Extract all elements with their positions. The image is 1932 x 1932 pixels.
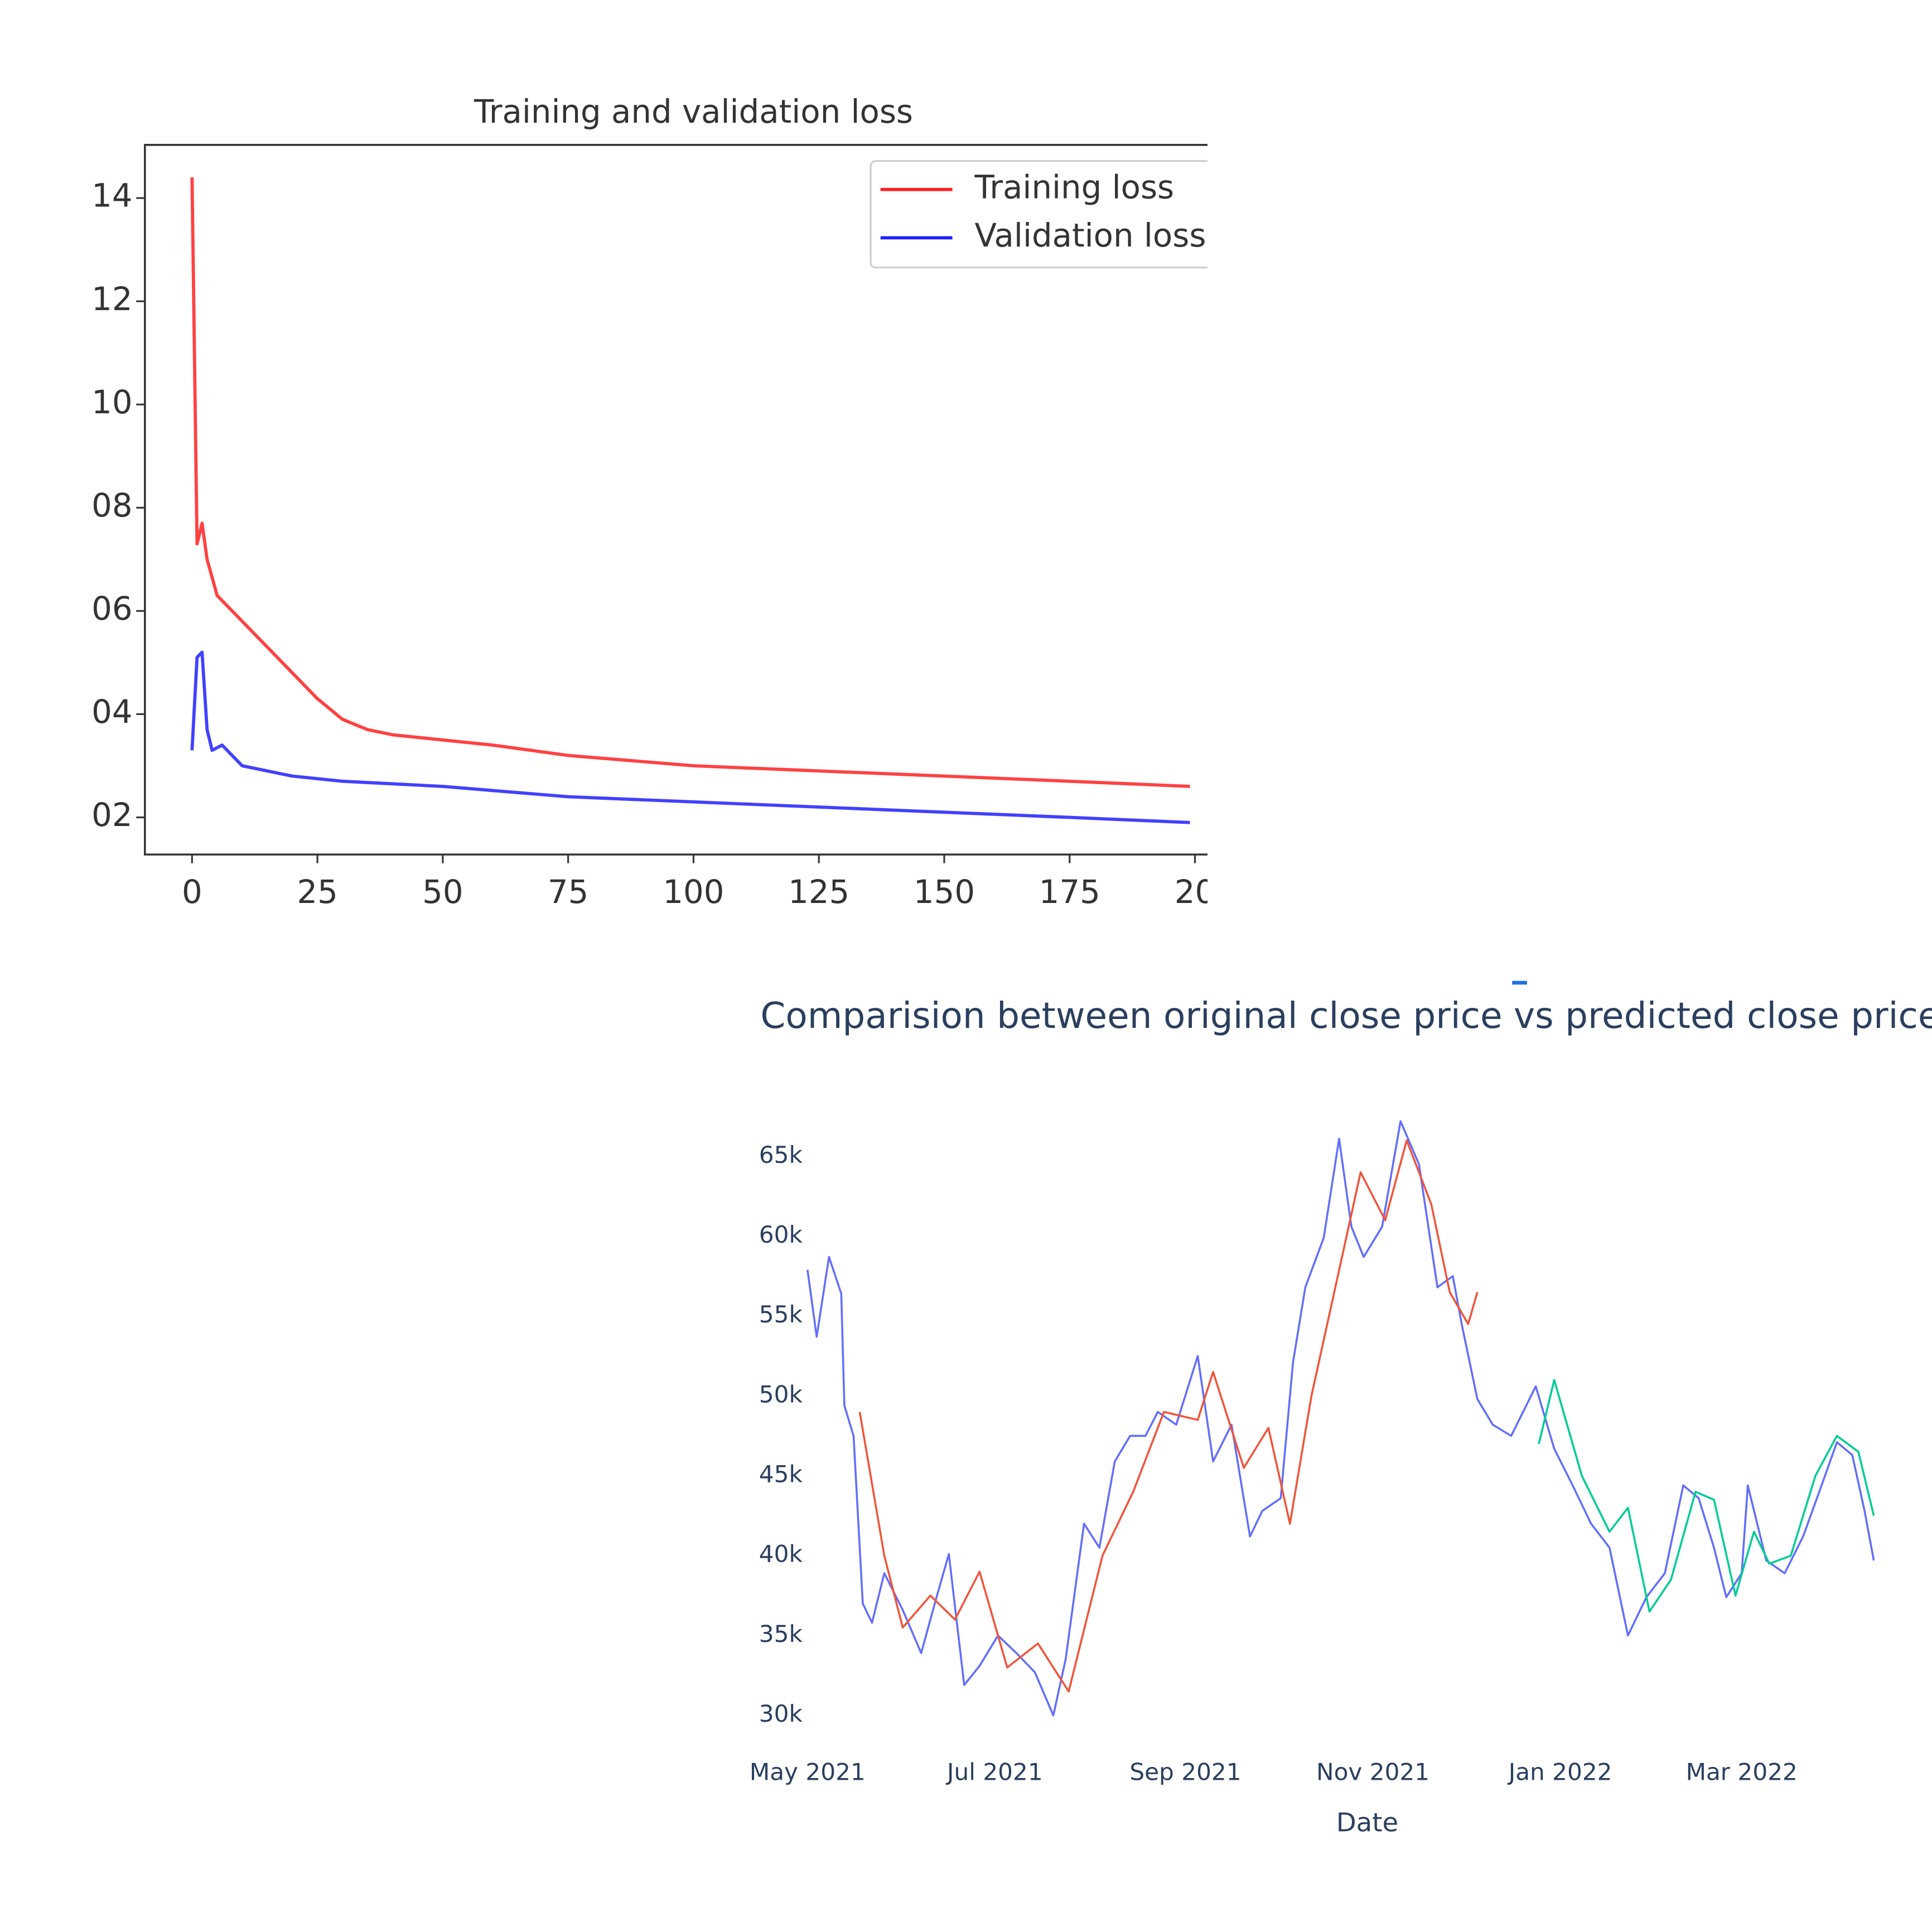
- x-tick-label: Nov 2021: [1316, 1758, 1429, 1785]
- series-line: [806, 1120, 1875, 1717]
- x-tick-label: 100: [663, 873, 724, 911]
- legend-label: Training loss: [974, 168, 1175, 206]
- x-tick-label: 175: [1039, 873, 1100, 911]
- x-tick-label: 150: [914, 873, 975, 911]
- loss-chart: Training and validation loss 02 04 06 08 10 12…: [91, 93, 1215, 911]
- legend-box: [870, 160, 1208, 269]
- y-tick-label: 02: [91, 796, 132, 834]
- legend-label: Validation loss: [975, 216, 1206, 254]
- chart-title: Comparision between original close price…: [760, 995, 1932, 1037]
- y-tick-label: 12: [91, 280, 132, 318]
- axes-frame: [144, 144, 1208, 856]
- y-tick-label: 45k: [759, 1461, 803, 1488]
- toolbar-mark: [1512, 981, 1527, 985]
- y-tick-label: 30k: [759, 1700, 803, 1727]
- y-tick-label: 04: [91, 693, 132, 731]
- y-tick-label: 40k: [759, 1540, 803, 1568]
- series-line: [1538, 1379, 1875, 1613]
- y-tick-label: 50k: [759, 1380, 803, 1408]
- x-tick-label: 25: [297, 873, 337, 911]
- y-tick-label: 55k: [759, 1301, 803, 1328]
- x-tick-label: Jan 2022: [1507, 1758, 1612, 1785]
- y-tick-label: 14: [91, 177, 132, 215]
- x-axis-label: Date: [1336, 1807, 1398, 1837]
- y-tick-label: 65k: [759, 1141, 803, 1168]
- series-line: [858, 1139, 1479, 1693]
- x-tick-label: 50: [422, 873, 463, 911]
- x-tick-label: Sep 2021: [1129, 1758, 1241, 1785]
- price-chart: Comparision between original close price…: [750, 995, 1932, 1837]
- y-tick-label: 35k: [759, 1620, 803, 1648]
- y-tick-label: 06: [91, 590, 132, 627]
- y-tick-label: 60k: [759, 1221, 803, 1248]
- x-tick-label: 0: [182, 873, 202, 911]
- x-tick-label: May 2021: [750, 1758, 866, 1785]
- y-tick-label: 08: [91, 486, 132, 524]
- x-tick-label: Jul 2021: [945, 1758, 1043, 1785]
- x-tick-label: 125: [788, 873, 849, 911]
- y-tick-label: 10: [91, 383, 132, 421]
- chart-title: Training and validation loss: [474, 93, 913, 131]
- series-line: [190, 177, 1190, 788]
- x-tick-label: 75: [548, 873, 588, 911]
- series-line: [190, 650, 1190, 824]
- x-tick-label: Mar 2022: [1686, 1758, 1798, 1785]
- x-tick-label: 20: [1175, 873, 1215, 911]
